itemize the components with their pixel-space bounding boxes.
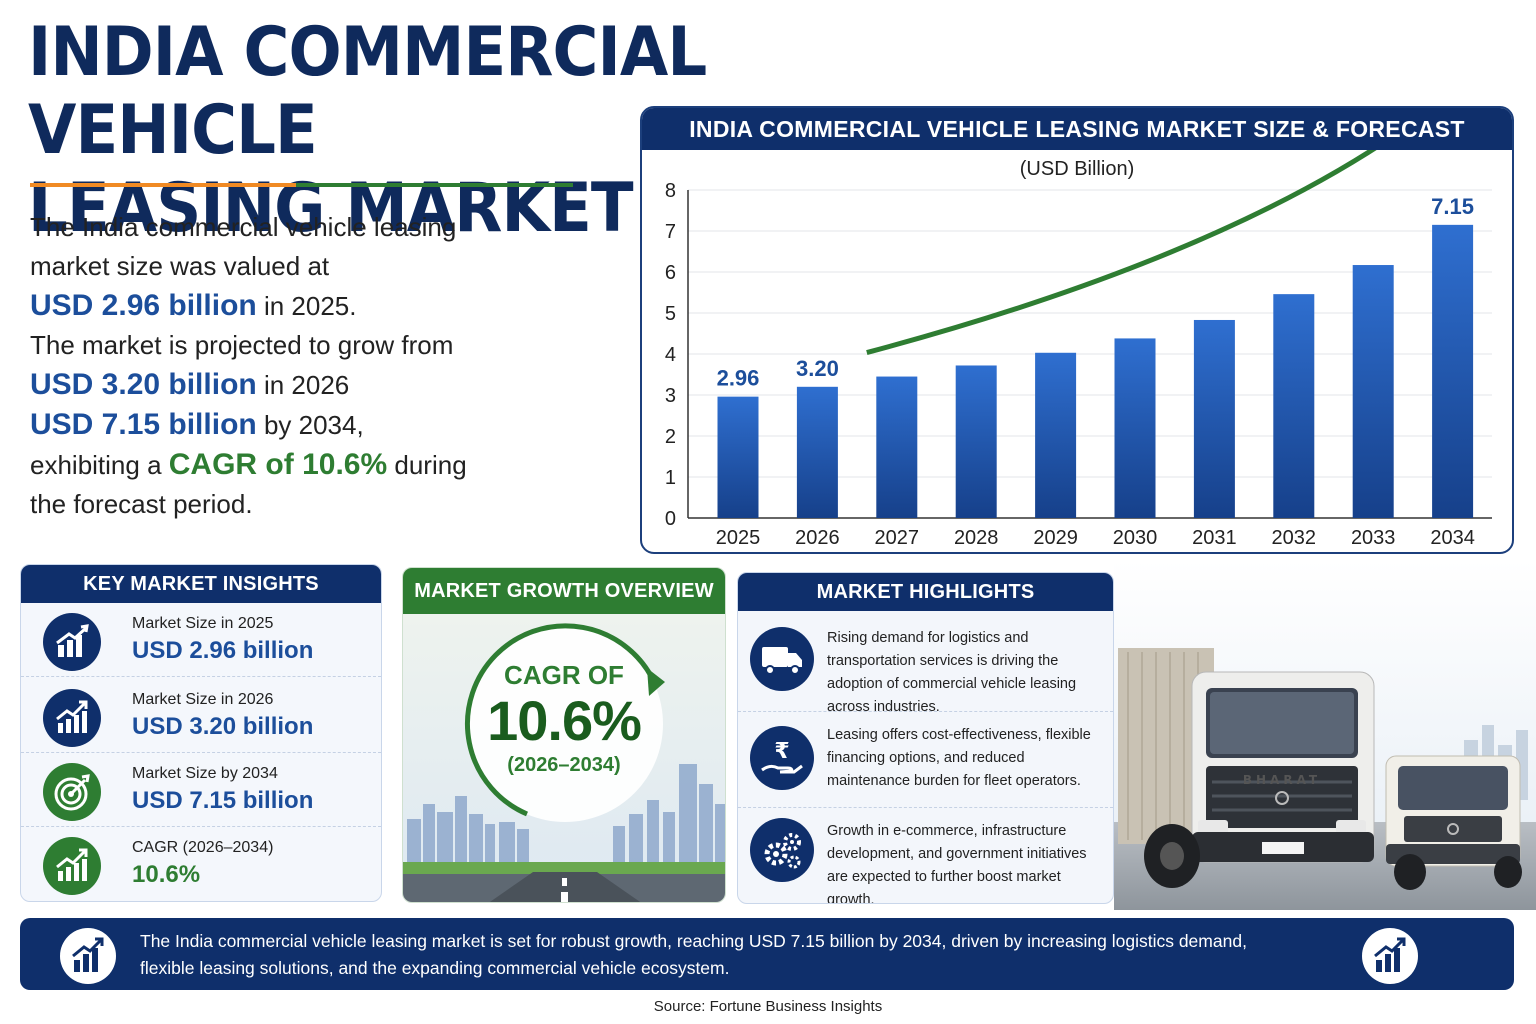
insight-value: USD 2.96 billion — [132, 637, 314, 664]
growth-chart-icon — [60, 928, 116, 984]
bar — [1432, 224, 1474, 518]
intro-text-2025: in 2025. — [256, 291, 357, 321]
footer-text: The India commercial vehicle leasing mar… — [140, 931, 1247, 978]
data-label: 7.15 — [1431, 194, 1474, 219]
rupee-hand-icon: ₹ — [750, 726, 814, 790]
bar — [1193, 319, 1235, 518]
highlight-item: Growth in e-commerce, infrastructure dev… — [738, 807, 1113, 903]
bar — [1273, 294, 1315, 518]
y-tick-label: 0 — [665, 508, 676, 530]
gears-icon — [750, 818, 814, 882]
page-title-line2: LEASING MARKET — [28, 169, 634, 248]
intro-cagr: CAGR of 10.6% — [168, 448, 388, 481]
insight-label: CAGR (2026–2034) — [132, 839, 274, 856]
bar — [717, 396, 759, 518]
forecast-chart-panel: 0 1 2 3 4 5 6 7 8 2025 2.96 2026 3.20 2027 2028 2029 203… — [640, 106, 1514, 554]
insight-row: Market Size in 2026 USD 3.20 billion — [21, 679, 381, 753]
key-insights-panel: KEY MARKET INSIGHTS Market Size in 2025 … — [20, 564, 382, 902]
cagr-value: 10.6% — [487, 689, 642, 752]
x-tick-label: 2030 — [1113, 527, 1158, 549]
insight-label: Market Size by 2034 — [132, 765, 278, 782]
bar-chart-icon — [43, 613, 101, 671]
data-label: 2.96 — [717, 366, 760, 391]
bar — [876, 376, 918, 518]
title-underline — [30, 183, 573, 187]
truck-brand-text: BHARAT — [1243, 773, 1321, 787]
insight-row: Market Size by 2034 USD 7.15 billion — [21, 753, 381, 827]
chart-unit-label: (USD Billion) — [1019, 158, 1135, 180]
growth-chart-icon — [43, 689, 101, 747]
x-tick-label: 2033 — [1351, 527, 1396, 549]
insight-label: Market Size in 2026 — [132, 691, 274, 708]
footer-summary-bar: The India commercial vehicle leasing mar… — [20, 918, 1514, 990]
insight-value: USD 3.20 billion — [132, 713, 314, 740]
insight-label: Market Size in 2025 — [132, 615, 274, 632]
intro-summary: The India commercial vehicle leasing mar… — [30, 208, 500, 524]
x-tick-label: 2027 — [875, 527, 920, 549]
y-tick-label: 6 — [665, 262, 676, 284]
page-title-line1: INDIA COMMERCIAL VEHICLE — [28, 13, 707, 170]
truck-illustration: BHARAT — [1114, 560, 1536, 910]
intro-text-2: The market is projected to grow from — [30, 330, 454, 360]
trend-arrow — [866, 127, 1405, 355]
x-tick-label: 2026 — [795, 527, 840, 549]
x-tick-label: 2028 — [954, 527, 999, 549]
bar — [1352, 265, 1394, 518]
bar — [1035, 352, 1077, 518]
data-label: 3.20 — [796, 356, 839, 381]
growth-overview-panel: MARKET GROWTH OVERVIEW CAGR OF 10.6% (20… — [402, 567, 726, 903]
source-note: Source: Fortune Business Insights — [653, 998, 883, 1015]
market-highlights-panel: MARKET HIGHLIGHTS Rising demand for logi… — [737, 572, 1114, 904]
city-road-illustration — [403, 614, 725, 902]
bar — [796, 386, 838, 518]
bar — [1114, 338, 1156, 518]
insight-value: 10.6% — [132, 861, 201, 888]
highlight-item: ₹ Leasing offers cost-effectiveness, fle… — [738, 711, 1113, 807]
y-tick-label: 4 — [665, 344, 676, 366]
forecast-bar-chart: 0 1 2 3 4 5 6 7 8 2025 2.96 2026 3.20 2027 2028 2029 203… — [665, 117, 1492, 549]
y-tick-label: 1 — [665, 467, 676, 489]
x-tick-label: 2029 — [1033, 527, 1078, 549]
y-tick-label: 5 — [665, 303, 676, 325]
intro-text-3: exhibiting a — [30, 450, 169, 480]
intro-text-4: during the forecast period. — [30, 450, 467, 519]
y-tick-label: 7 — [665, 221, 676, 243]
key-insights-header: KEY MARKET INSIGHTS — [21, 565, 381, 603]
y-tick-label: 2 — [665, 426, 676, 448]
growth-overview-header: MARKET GROWTH OVERVIEW — [403, 568, 725, 614]
highlight-text: Growth in e-commerce, infrastructure dev… — [827, 823, 1087, 904]
highlight-item: Rising demand for logistics and transpor… — [738, 615, 1113, 715]
market-highlights-header: MARKET HIGHLIGHTS — [738, 573, 1113, 611]
intro-text-2034: by 2034, — [256, 410, 364, 440]
chart-title: INDIA COMMERCIAL VEHICLE LEASING MARKET … — [642, 108, 1512, 150]
highlight-text: Leasing offers cost-effectiveness, flexi… — [827, 727, 1091, 789]
bar-chart-icon — [1362, 928, 1418, 984]
x-tick-label: 2031 — [1192, 527, 1237, 549]
target-icon — [43, 763, 101, 821]
y-tick-label: 3 — [665, 385, 676, 407]
x-tick-label: 2025 — [716, 527, 761, 549]
y-tick-label: 8 — [665, 180, 676, 202]
growth-chart-icon — [43, 837, 101, 895]
intro-text-1: The India commercial vehicle leasing mar… — [30, 212, 457, 281]
highlight-text: Rising demand for logistics and transpor… — [827, 630, 1077, 715]
insight-row: CAGR (2026–2034) 10.6% — [21, 827, 381, 901]
insight-value: USD 7.15 billion — [132, 787, 314, 814]
insight-row: Market Size in 2025 USD 2.96 billion — [21, 603, 381, 677]
intro-text-2026: in 2026 — [256, 370, 350, 400]
x-tick-label: 2032 — [1272, 527, 1317, 549]
intro-value-2025: USD 2.96 billion — [30, 289, 257, 322]
cagr-label: CAGR OF — [504, 660, 624, 690]
truck-icon — [750, 627, 814, 691]
intro-value-2026: USD 3.20 billion — [30, 368, 257, 401]
page-title: INDIA COMMERCIAL VEHICLE LEASING MARKET — [28, 14, 819, 248]
svg-text:₹: ₹ — [774, 739, 789, 764]
x-tick-label: 2034 — [1430, 527, 1475, 549]
cagr-period: (2026–2034) — [507, 754, 621, 776]
bar — [955, 365, 997, 518]
intro-value-2034: USD 7.15 billion — [30, 408, 257, 441]
